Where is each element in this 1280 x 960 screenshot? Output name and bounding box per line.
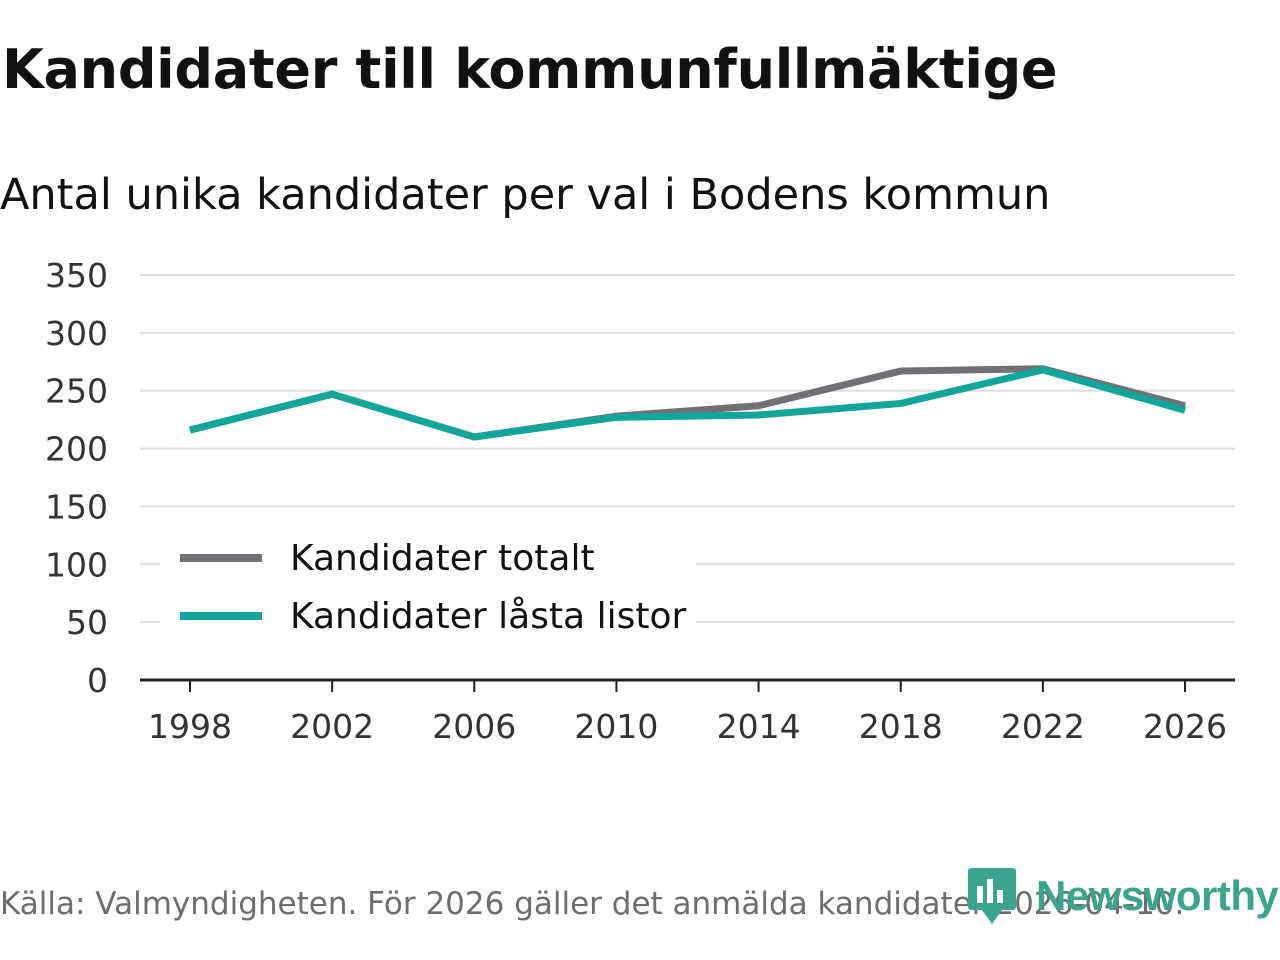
y-tick-label: 200 bbox=[45, 430, 108, 469]
x-tick-label: 2018 bbox=[859, 707, 943, 746]
chart-subtitle: Antal unika kandidater per val i Bodens … bbox=[0, 170, 1051, 220]
series-line-1 bbox=[189, 365, 1186, 441]
data-point bbox=[758, 405, 760, 407]
data-point bbox=[900, 402, 902, 404]
x-tick-label: 1998 bbox=[148, 707, 232, 746]
data-point bbox=[900, 370, 902, 372]
legend-label-1: Kandidater totalt bbox=[290, 538, 595, 579]
data-point bbox=[331, 393, 333, 395]
bar-chart-badge-icon bbox=[968, 868, 1016, 924]
series-lines bbox=[189, 365, 1186, 441]
y-tick-label: 100 bbox=[45, 545, 108, 584]
x-tick-label: 2014 bbox=[717, 707, 801, 746]
data-point bbox=[1042, 369, 1044, 371]
brand-name: Newsworthy bbox=[1036, 872, 1279, 919]
y-tick-label: 0 bbox=[87, 661, 108, 700]
legend: Kandidater totalt Kandidater låsta listor bbox=[160, 526, 696, 642]
x-tick-label: 2006 bbox=[432, 707, 516, 746]
legend-label-2: Kandidater låsta listor bbox=[290, 596, 686, 637]
data-point bbox=[473, 436, 475, 438]
y-tick-label: 250 bbox=[45, 372, 108, 411]
x-tick-label: 2026 bbox=[1143, 707, 1227, 746]
axes: 0 50 100 150 200 250 300 350 1998 2002 2006 2010 201… bbox=[45, 256, 1235, 746]
data-point bbox=[189, 429, 191, 431]
data-point bbox=[758, 414, 760, 416]
line-chart: 0 50 100 150 200 250 300 350 1998 2002 2006 2010 201… bbox=[45, 256, 1235, 746]
x-tick-label: 2010 bbox=[574, 707, 658, 746]
data-point bbox=[1184, 405, 1186, 407]
legend-background bbox=[160, 526, 696, 642]
y-tick-label: 350 bbox=[45, 256, 108, 295]
data-point bbox=[615, 416, 617, 418]
series-line-2 bbox=[189, 366, 1186, 441]
data-point bbox=[1184, 409, 1186, 411]
y-tick-label: 50 bbox=[66, 603, 108, 642]
chart-title: Kandidater till kommunfullmäktige bbox=[2, 38, 1058, 101]
x-tick-label: 2022 bbox=[1001, 707, 1085, 746]
brand-logo: Newsworthy bbox=[966, 866, 1279, 926]
y-tick-label: 300 bbox=[45, 314, 108, 353]
y-tick-label: 150 bbox=[45, 487, 108, 526]
x-tick-label: 2002 bbox=[290, 707, 374, 746]
